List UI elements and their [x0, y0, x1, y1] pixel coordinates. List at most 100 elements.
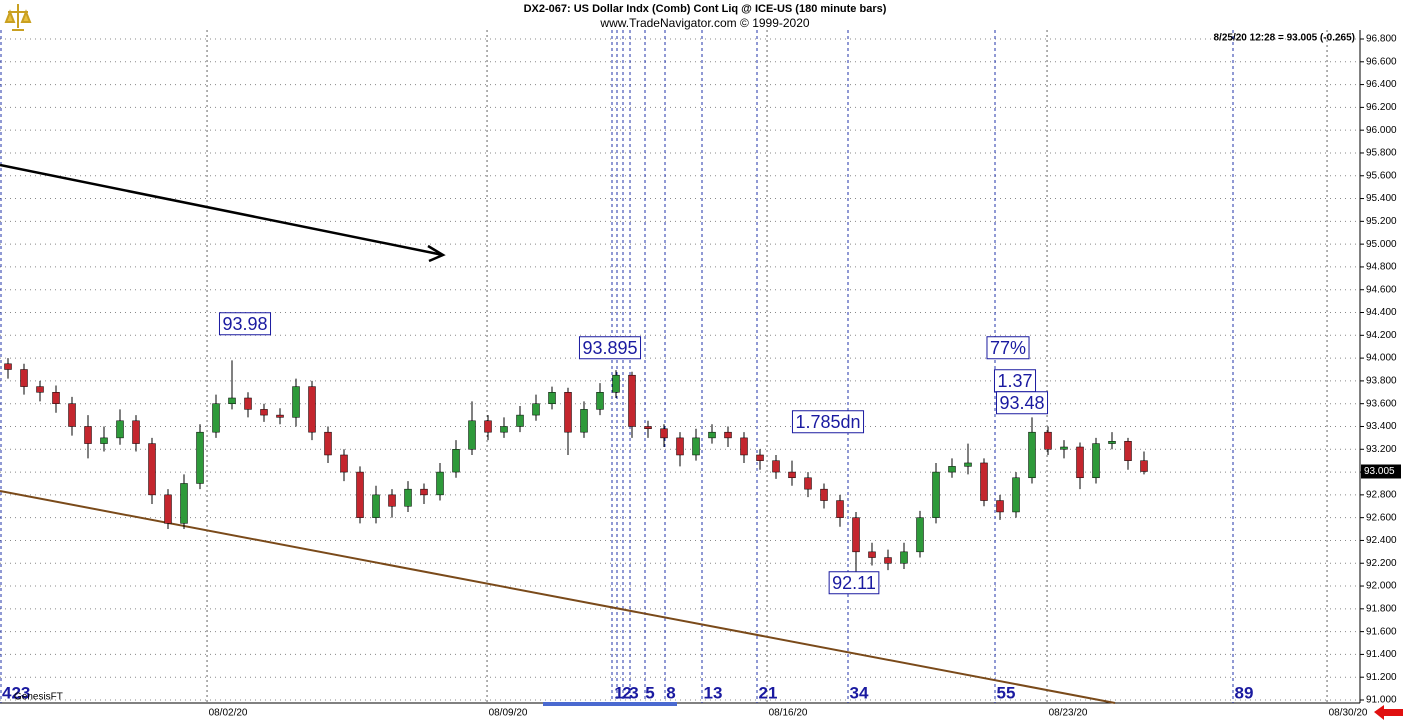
- y-tick-label: 93.600: [1366, 398, 1397, 409]
- candle-body: [868, 551, 876, 558]
- candle-body: [180, 483, 188, 524]
- candle-body: [1124, 441, 1132, 461]
- y-tick-label: 95.800: [1366, 148, 1397, 159]
- y-tick-label: 96.800: [1366, 34, 1397, 45]
- candle-body: [148, 443, 156, 496]
- candle-body: [292, 386, 300, 418]
- fib-label: 13: [704, 683, 723, 702]
- candle-body: [244, 397, 252, 410]
- candle-body: [612, 374, 620, 393]
- fib-label: 8: [666, 683, 675, 702]
- candle-body: [484, 420, 492, 433]
- candle-body: [564, 392, 572, 433]
- fib-label: 55: [997, 683, 1016, 702]
- candle-body: [1092, 443, 1100, 479]
- watermark: GenesisFT: [14, 692, 63, 703]
- candle-body: [452, 449, 460, 473]
- candle-body: [1044, 431, 1052, 450]
- fib-label: 2: [622, 683, 631, 702]
- y-tick-label: 96.600: [1366, 56, 1397, 67]
- candle-body: [1076, 446, 1084, 479]
- candle-body: [932, 471, 940, 518]
- y-tick-label: 91.600: [1366, 626, 1397, 637]
- candle-body: [324, 431, 332, 456]
- candle-body: [756, 454, 764, 461]
- fib-label: 1: [614, 683, 623, 702]
- candle-body: [4, 363, 12, 370]
- candle-body: [36, 386, 44, 393]
- annotation-box: [828, 571, 880, 595]
- candle-body: [788, 471, 796, 479]
- candle-body: [1012, 477, 1020, 513]
- y-tick-label: 96.200: [1366, 102, 1397, 113]
- y-tick-label: 91.200: [1366, 672, 1397, 683]
- annotation-label: 93.98: [222, 314, 267, 334]
- candle-body: [132, 420, 140, 444]
- y-tick-label: 94.800: [1366, 262, 1397, 273]
- y-tick-label: 94.400: [1366, 307, 1397, 318]
- annotation-label: 1.37: [997, 371, 1032, 391]
- candle-body: [996, 500, 1004, 513]
- x-tick-label: 08/30/20: [1329, 708, 1368, 719]
- y-tick-label: 94.600: [1366, 284, 1397, 295]
- axes: 91.000 91.200 91.400 91.600 91.800 92.000 92.2…: [209, 34, 1401, 719]
- scroll-arrow[interactable]: [1374, 705, 1403, 720]
- candle-body: [516, 414, 524, 427]
- candle-body: [708, 431, 716, 439]
- candle-body: [884, 557, 892, 564]
- candle-body: [308, 386, 316, 433]
- x-tick-label: 08/09/20: [489, 708, 528, 719]
- candle-body: [100, 437, 108, 444]
- candle-body: [1140, 460, 1148, 472]
- annotation-box: [791, 410, 865, 434]
- candle-body: [404, 488, 412, 507]
- candle-body: [692, 437, 700, 456]
- candle-body: [548, 392, 556, 404]
- candle-body: [276, 414, 284, 418]
- logo-scale: [4, 4, 32, 31]
- annotation-label: 1.785dn: [795, 412, 860, 432]
- candles: [4, 358, 1148, 574]
- y-tick-label: 92.600: [1366, 512, 1397, 523]
- x-tick-label: 08/02/20: [209, 708, 248, 719]
- y-tick-label: 92.800: [1366, 490, 1397, 501]
- scroll-bar[interactable]: [543, 702, 677, 706]
- fib-label: 21: [759, 683, 778, 702]
- y-tick-label: 92.200: [1366, 558, 1397, 569]
- candle-body: [436, 471, 444, 496]
- candle-body: [916, 517, 924, 553]
- y-tick-label: 95.200: [1366, 216, 1397, 227]
- y-tick-label: 92.000: [1366, 581, 1397, 592]
- y-tick-label: 93.200: [1366, 444, 1397, 455]
- fib-label: 423: [2, 683, 30, 702]
- y-tick-label: 95.000: [1366, 239, 1397, 250]
- quote: 8/25/20 12:28 = 93.005 (-0.265): [1214, 33, 1356, 44]
- support-line: [0, 490, 1116, 704]
- fib-label: 34: [850, 683, 869, 702]
- fib-lines: 423 123 5 8 13 21 34 55 89: [0, 30, 1253, 703]
- grid: [0, 30, 1360, 703]
- candle-body: [660, 428, 668, 439]
- candle-body: [676, 437, 684, 456]
- candle-body: [580, 409, 588, 433]
- trend-arrow: [0, 163, 444, 257]
- fib-label: 5: [645, 683, 654, 702]
- last-price-box: [1361, 464, 1401, 479]
- fib-label: 3: [629, 683, 638, 702]
- candle-body: [980, 462, 988, 501]
- candle-body: [372, 494, 380, 518]
- candle-body: [468, 420, 476, 450]
- candle-body: [500, 426, 508, 433]
- candle-body: [420, 488, 428, 496]
- candle-body: [260, 409, 268, 416]
- candle-body: [628, 374, 636, 427]
- candle-body: [804, 477, 812, 490]
- candle-body: [900, 551, 908, 564]
- y-tick-label: 96.400: [1366, 79, 1397, 90]
- candle-body: [212, 403, 220, 433]
- annotation-label: 93.48: [999, 393, 1044, 413]
- candle-body: [84, 426, 92, 444]
